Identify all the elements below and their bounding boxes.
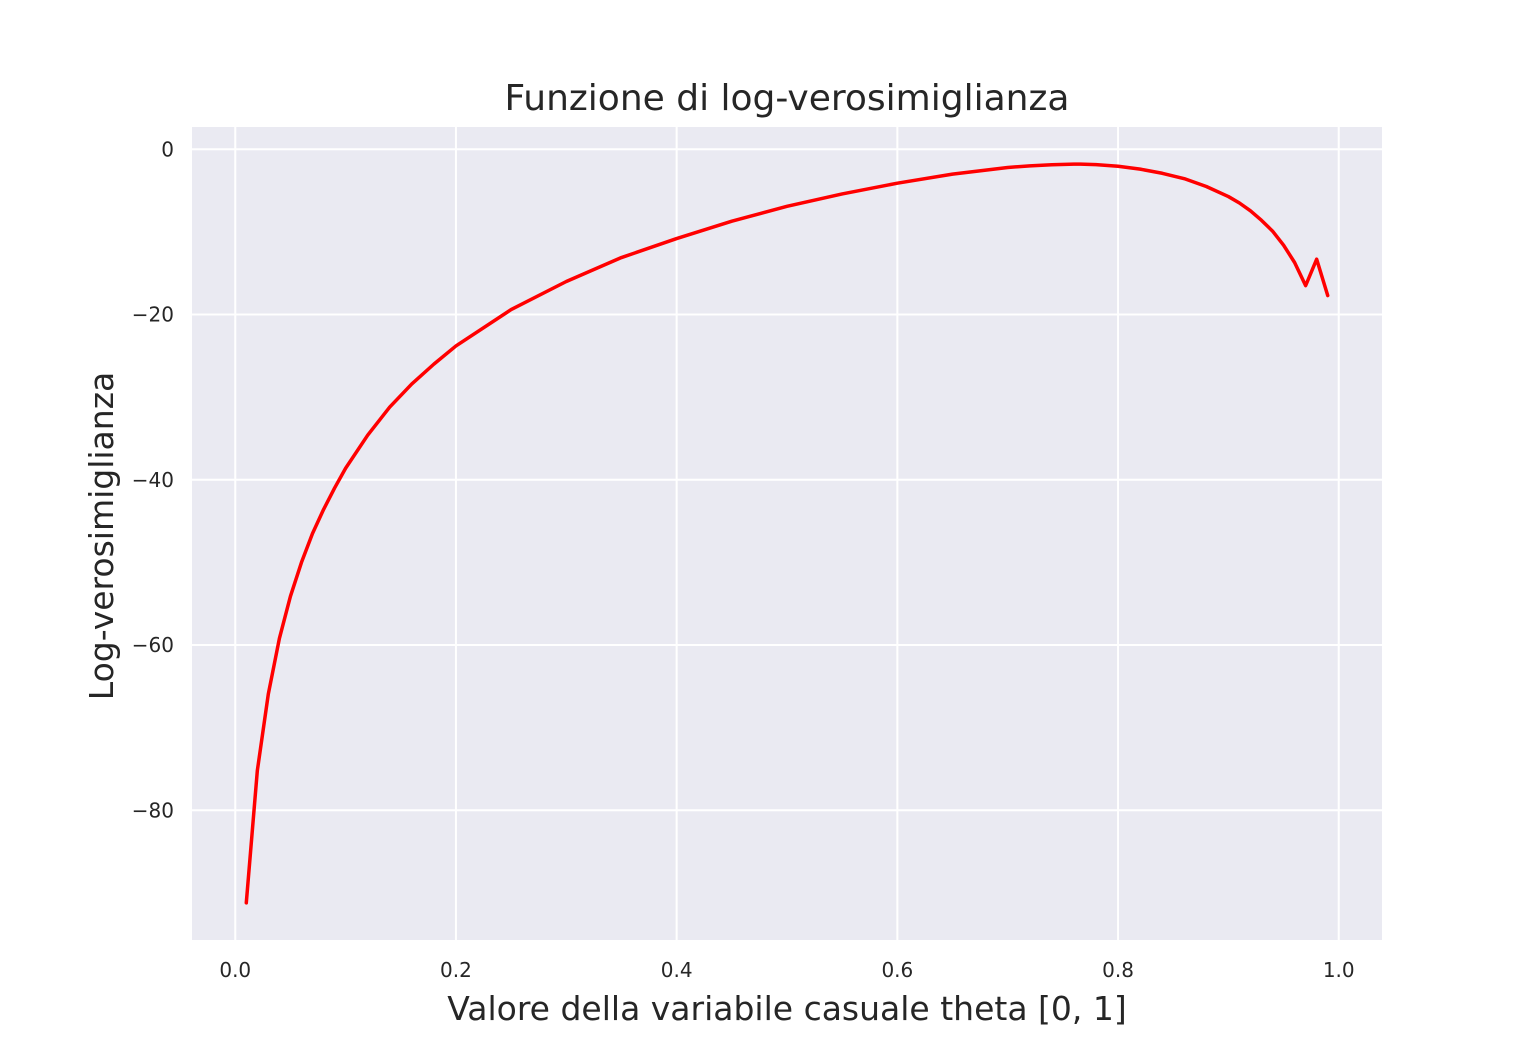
grid (192, 127, 1382, 940)
y-tick-label: −80 (132, 798, 174, 822)
series-layer (244, 162, 1330, 905)
y-axis-title: Log-verosimiglianza (82, 372, 121, 700)
x-tick-label: 0.2 (440, 958, 472, 982)
x-axis-title: Valore della variabile casuale theta [0,… (447, 989, 1127, 1028)
log-likelihood-curve (244, 162, 1330, 905)
x-tick-label: 0.8 (1102, 958, 1134, 982)
y-tick-label: −20 (132, 303, 174, 327)
x-tick-label: 0.4 (661, 958, 693, 982)
x-tick-label: 1.0 (1323, 958, 1355, 982)
x-tick-label: 0.6 (881, 958, 913, 982)
chart-title: Funzione di log-verosimiglianza (505, 78, 1070, 119)
y-tick-label: −60 (132, 633, 174, 657)
y-tick-labels: 0 −20 −40 −60 −80 (132, 137, 174, 822)
y-tick-label: −40 (132, 468, 174, 492)
x-tick-label: 0.0 (219, 958, 251, 982)
plot-area (192, 127, 1382, 940)
x-tick-labels: 0.0 0.2 0.4 0.6 0.8 1.0 (219, 958, 1354, 982)
y-tick-label: 0 (161, 137, 174, 161)
